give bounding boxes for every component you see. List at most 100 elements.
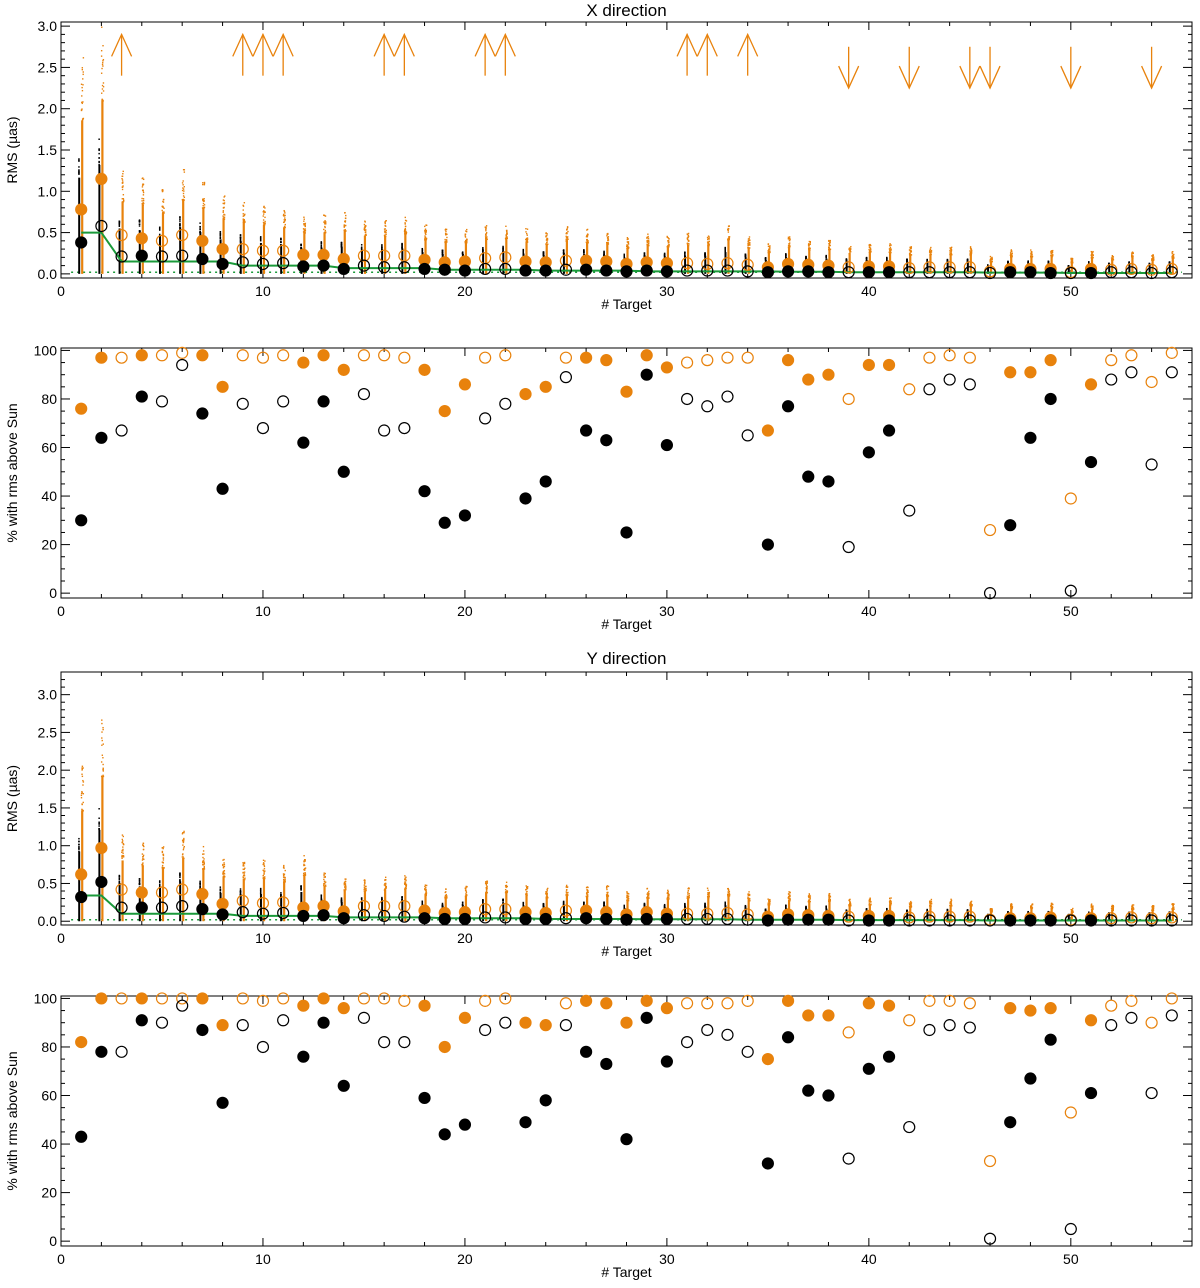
orange-rms-sample <box>262 862 265 864</box>
black-rms-sample <box>320 244 323 247</box>
orange-rms-sample <box>989 255 992 258</box>
black-rms-sample <box>926 909 928 912</box>
orange-rms-sample <box>263 864 265 866</box>
black-rms-sample <box>320 242 323 245</box>
orange-percent-marker <box>398 994 411 1007</box>
orange-rms-sample <box>404 230 406 232</box>
orange-rms-sample <box>345 887 347 890</box>
orange-rms-sample <box>1091 906 1093 908</box>
black-rms-sample <box>239 239 242 242</box>
black-median-marker <box>781 265 795 278</box>
orange-rms-sample <box>122 185 124 187</box>
orange-rms-sample <box>888 251 890 253</box>
orange-rms-sample <box>161 850 164 853</box>
orange-rms-sample <box>687 236 689 238</box>
orange-rms-sample <box>121 856 123 858</box>
orange-rms-sample <box>808 244 811 246</box>
orange-rms-sample <box>182 853 184 855</box>
black-median-marker <box>1064 914 1077 927</box>
orange-rms-sample <box>183 190 185 192</box>
orange-rms-sample <box>102 743 104 745</box>
black-rms-sample <box>966 909 969 911</box>
orange-rms-sample <box>647 243 650 245</box>
orange-rms-sample <box>485 236 488 239</box>
orange-rms-sample <box>849 904 851 907</box>
black-rms-sample <box>946 909 949 911</box>
orange-rms-sample <box>767 243 769 245</box>
orange-rms-sample <box>1051 906 1053 908</box>
orange-percent-marker <box>277 992 290 1005</box>
orange-rms-sample <box>464 240 466 243</box>
black-percent-marker <box>277 395 290 408</box>
orange-rms-sample <box>626 245 628 247</box>
black-percent-marker <box>155 395 169 408</box>
black-median-marker <box>721 264 734 277</box>
orange-rms-sample <box>1052 254 1054 256</box>
black-percent-marker <box>519 1116 532 1129</box>
black-rms-sample <box>320 241 323 243</box>
black-median-marker <box>438 263 451 276</box>
orange-rms-sample <box>284 877 286 879</box>
black-percent-marker <box>1064 584 1077 597</box>
orange-rms-sample <box>303 864 305 867</box>
black-median-marker <box>155 901 169 914</box>
orange-rms-sample <box>242 876 244 879</box>
y-tick-label: 2.0 <box>38 101 58 117</box>
orange-rms-sample <box>365 234 367 236</box>
orange-rms-sample <box>324 226 326 229</box>
black-percent-marker <box>438 516 451 529</box>
black-percent-marker <box>943 373 956 386</box>
orange-rms-sample <box>282 876 285 878</box>
black-rms-sample <box>845 260 848 262</box>
orange-rms-sample <box>667 244 669 247</box>
orange-rms-sample <box>444 894 447 897</box>
orange-percent-marker <box>1105 999 1118 1012</box>
black-rms-sample <box>1148 913 1151 916</box>
orange-rms-sample <box>121 188 124 191</box>
black-rms-sample <box>340 242 343 244</box>
orange-rms-sample <box>345 888 347 891</box>
orange-rms-sample <box>668 243 670 246</box>
black-rms-sample <box>239 237 242 239</box>
orange-percent-marker <box>236 349 249 362</box>
orange-rms-sample <box>868 249 870 251</box>
orange-percent-marker <box>923 994 936 1007</box>
orange-rms-sample <box>121 841 123 844</box>
black-median-marker <box>580 912 593 925</box>
orange-rms-sample <box>486 880 488 882</box>
orange-rms-sample <box>141 184 144 186</box>
black-rms-sample <box>482 250 484 252</box>
black-rms-sample <box>684 904 686 906</box>
orange-rms-sample <box>1152 906 1155 908</box>
orange-rms-sample <box>546 239 549 241</box>
black-rms-sample <box>482 246 484 249</box>
orange-rms-sample <box>929 905 931 907</box>
black-percent-marker <box>983 587 997 600</box>
orange-median-marker <box>317 248 330 261</box>
black-rms-sample <box>381 244 383 246</box>
black-percent-marker <box>822 475 835 488</box>
black-rms-sample <box>805 908 807 910</box>
orange-rms-sample <box>385 233 387 236</box>
orange-rms-sample <box>930 902 932 904</box>
orange-rms-sample <box>504 885 507 887</box>
y-tick-label: 3.0 <box>38 687 58 703</box>
y-tick-label: 0.5 <box>38 875 58 891</box>
orange-rms-sample <box>565 238 567 241</box>
orange-rms-sample <box>404 228 407 231</box>
orange-rms-sample <box>990 909 992 911</box>
orange-median-marker <box>1165 911 1178 924</box>
black-rms-sample <box>482 900 484 902</box>
black-rms-sample <box>764 257 767 259</box>
orange-rms-sample <box>728 237 731 240</box>
orange-percent-marker <box>75 402 88 415</box>
orange-rms-sample <box>182 188 185 190</box>
orange-rms-sample <box>809 243 811 245</box>
orange-rms-sample <box>586 236 589 238</box>
orange-rms-sample <box>304 223 306 226</box>
orange-percent-marker <box>95 992 108 1005</box>
orange-rms-sample <box>304 869 306 871</box>
orange-rms-sample <box>1071 911 1073 913</box>
orange-rms-sample <box>122 852 124 854</box>
